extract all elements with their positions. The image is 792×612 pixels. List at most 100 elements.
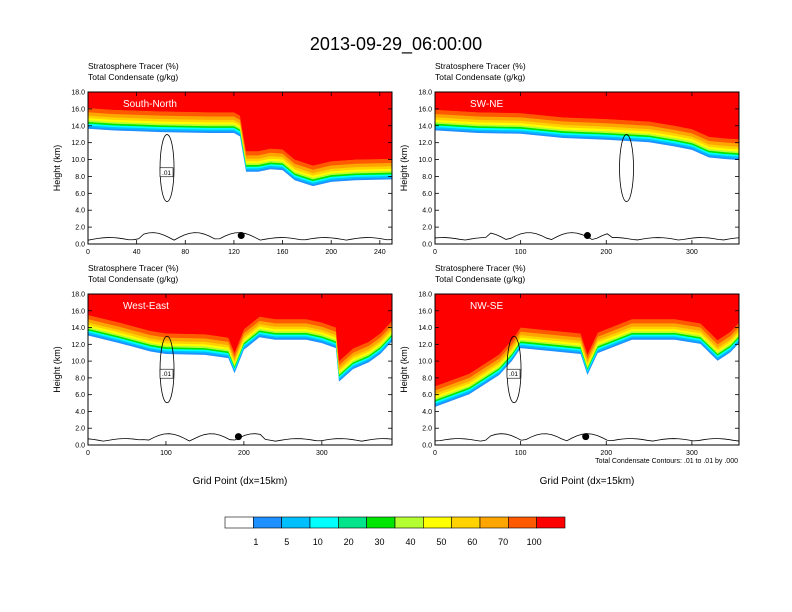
x-tick-label: 300 <box>686 450 698 457</box>
tracer-field: .01 <box>435 294 739 442</box>
colorbar-label: 70 <box>498 537 508 547</box>
x-tick-label: 100 <box>515 249 527 256</box>
contour-label: .01 <box>162 170 171 177</box>
y-tick-label: 6.0 <box>75 191 85 198</box>
y-tick-label: 18.0 <box>418 90 432 97</box>
y-tick-label: 0.0 <box>422 443 432 450</box>
x-axis-label: Grid Point (dx=15km) <box>193 476 288 487</box>
panel-label: West-East <box>123 301 169 312</box>
panel-left-string2: Total Condensate (g/kg) <box>435 72 525 82</box>
tracer-field: .01 <box>88 92 392 241</box>
panel-label: NW-SE <box>470 301 503 312</box>
colorbar-box <box>224 516 254 529</box>
colorbar-box <box>253 516 282 529</box>
y-tick-label: 16.0 <box>418 308 432 315</box>
panel-nw-se: Stratosphere Tracer (%)Total Condensate … <box>399 263 740 487</box>
chart-panels: Stratosphere Tracer (%)Total Condensate … <box>52 61 740 487</box>
panel-south-north: Stratosphere Tracer (%)Total Condensate … <box>52 61 393 256</box>
y-tick-label: 18.0 <box>418 292 432 299</box>
panel-sw-ne: Stratosphere Tracer (%)Total Condensate … <box>399 61 740 256</box>
y-tick-label: 8.0 <box>422 375 432 382</box>
location-marker <box>583 232 591 240</box>
x-tick-label: 0 <box>433 450 437 457</box>
y-tick-label: 10.0 <box>418 359 432 366</box>
colorbar-label: 10 <box>313 537 323 547</box>
colorbar-box <box>479 516 509 529</box>
colorbar-label: 100 <box>527 537 542 547</box>
y-tick-label: 16.0 <box>71 106 85 113</box>
x-tick-label: 0 <box>433 249 437 256</box>
y-tick-label: 14.0 <box>418 325 432 332</box>
y-tick-label: 8.0 <box>75 375 85 382</box>
x-tick-label: 0 <box>86 249 90 256</box>
contour-label-box <box>506 368 521 379</box>
panel-left-string2: Total Condensate (g/kg) <box>88 72 178 82</box>
y-tick-label: 6.0 <box>422 191 432 198</box>
colorbar-label: 50 <box>436 537 446 547</box>
location-marker <box>582 433 590 441</box>
x-tick-label: 120 <box>228 249 240 256</box>
x-tick-label: 240 <box>374 249 386 256</box>
y-tick-label: 18.0 <box>71 292 85 299</box>
colorbar-label: 60 <box>467 537 477 547</box>
tracer-band-max <box>88 294 392 362</box>
y-tick-label: 0.0 <box>75 443 85 450</box>
y-tick-label: 18.0 <box>71 90 85 97</box>
tracer-field <box>435 92 739 241</box>
colorbar-box <box>366 516 396 529</box>
condensate-contour <box>619 134 634 202</box>
panel-left-string: Stratosphere Tracer (%) <box>435 61 526 71</box>
tracer-band-max <box>435 294 739 387</box>
colorbar-box <box>281 516 311 529</box>
y-tick-label: 4.0 <box>75 208 85 215</box>
panel-left-string2: Total Condensate (g/kg) <box>88 274 178 284</box>
colorbar-box <box>536 516 566 529</box>
y-tick-label: 2.0 <box>75 426 85 433</box>
colorbar-label: 1 <box>253 537 258 547</box>
contour-label-box <box>159 167 174 178</box>
colorbar-box <box>451 516 481 529</box>
y-tick-label: 12.0 <box>71 342 85 349</box>
y-axis-label: Height (km) <box>52 145 62 192</box>
panel-west-east: Stratosphere Tracer (%)Total Condensate … <box>52 263 393 487</box>
y-tick-label: 6.0 <box>422 392 432 399</box>
plot-frame <box>434 293 740 446</box>
location-marker <box>234 433 242 441</box>
y-tick-label: 4.0 <box>75 409 85 416</box>
location-marker <box>237 232 245 240</box>
x-tick-label: 160 <box>277 249 289 256</box>
contour-label-box <box>159 368 174 379</box>
plot-frame <box>87 293 393 446</box>
y-tick-label: 10.0 <box>418 157 432 164</box>
colorbar-box <box>309 516 339 529</box>
y-tick-label: 0.0 <box>422 242 432 249</box>
plot-frame <box>434 91 740 245</box>
tracer-field: .01 <box>88 294 392 442</box>
panel-left-string2: Total Condensate (g/kg) <box>435 274 525 284</box>
y-tick-label: 12.0 <box>418 140 432 147</box>
x-tick-label: 200 <box>325 249 337 256</box>
panel-label: South-North <box>123 99 177 110</box>
x-tick-label: 300 <box>316 450 328 457</box>
y-tick-label: 12.0 <box>418 342 432 349</box>
colorbar: 1 5 10 20 30 40 50 60 70 100 <box>224 516 566 547</box>
panel-label: SW-NE <box>470 99 503 110</box>
panel-left-string: Stratosphere Tracer (%) <box>435 263 526 273</box>
x-tick-label: 40 <box>133 249 141 256</box>
y-tick-label: 0.0 <box>75 242 85 249</box>
y-tick-label: 10.0 <box>71 359 85 366</box>
y-tick-label: 12.0 <box>71 140 85 147</box>
contour-label: .01 <box>509 371 518 378</box>
y-tick-label: 4.0 <box>422 409 432 416</box>
contour-label: .01 <box>162 371 171 378</box>
y-tick-label: 8.0 <box>422 174 432 181</box>
x-tick-label: 0 <box>86 450 90 457</box>
colorbar-label: 40 <box>405 537 415 547</box>
x-tick-label: 80 <box>181 249 189 256</box>
y-tick-label: 14.0 <box>418 123 432 130</box>
y-tick-label: 2.0 <box>422 426 432 433</box>
x-tick-label: 200 <box>600 450 612 457</box>
colorbar-box <box>394 516 424 529</box>
y-tick-label: 10.0 <box>71 157 85 164</box>
